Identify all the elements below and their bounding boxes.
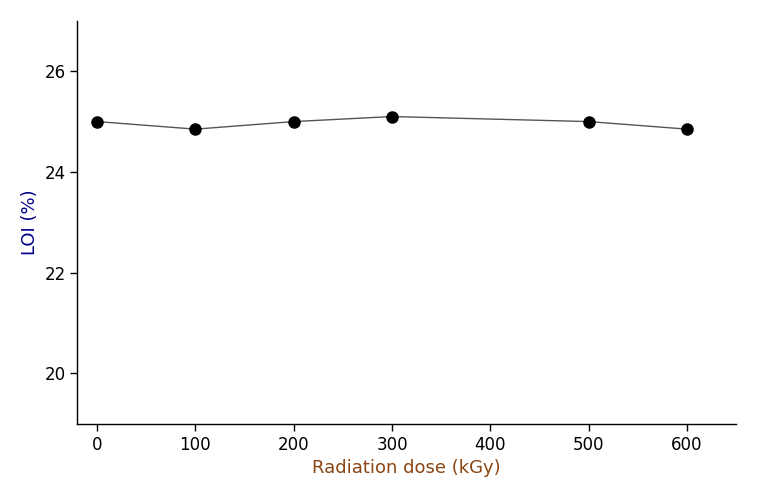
Y-axis label: LOI (%): LOI (%) (21, 190, 39, 255)
X-axis label: Radiation dose (kGy): Radiation dose (kGy) (313, 459, 501, 477)
